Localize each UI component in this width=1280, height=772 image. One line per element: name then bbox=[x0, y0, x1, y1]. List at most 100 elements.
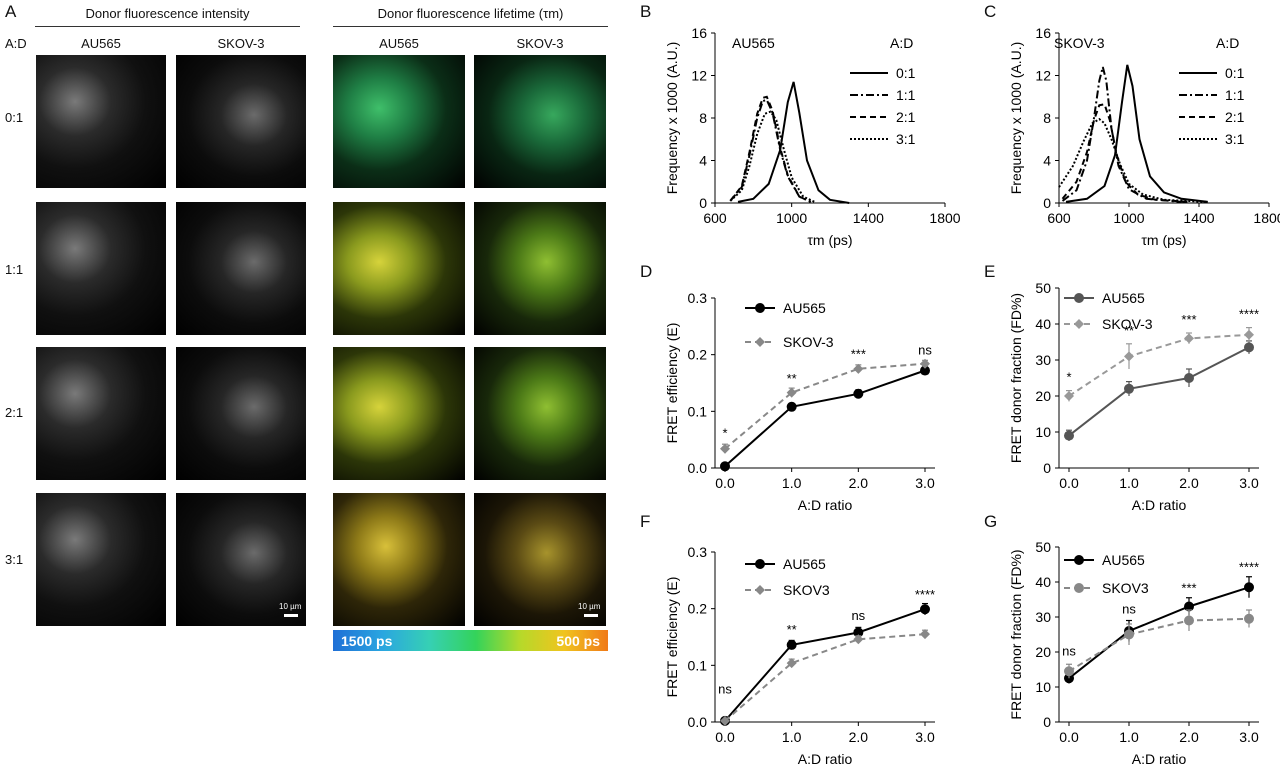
chart-b-series-3-line bbox=[729, 110, 816, 203]
chart-g-point bbox=[1184, 601, 1194, 612]
chart-f-point bbox=[786, 639, 797, 650]
chart-g-point bbox=[1244, 582, 1254, 593]
chart-b-ytick-label: 12 bbox=[691, 68, 707, 84]
panel-a-label: A bbox=[5, 2, 17, 21]
chart-g-series-0-line bbox=[1068, 586, 1250, 680]
chart-d-point bbox=[720, 443, 730, 454]
chart-f-point bbox=[720, 715, 730, 726]
chart-g-xtick-label: 3.0 bbox=[1239, 729, 1259, 745]
chart-e-xtick-label: 1.0 bbox=[1119, 475, 1139, 491]
chart-c-legend-label: 1:1 bbox=[1225, 87, 1245, 103]
lifetime-header-rule bbox=[333, 26, 608, 27]
chart-g-series-1-line bbox=[1068, 617, 1250, 673]
chart-c-xtick-label: 600 bbox=[1047, 210, 1071, 226]
chart-b-legend-label: 1:1 bbox=[896, 87, 916, 103]
col-au565-lifetime: AU565 bbox=[379, 36, 419, 51]
micrograph-au565-intensity-0-1 bbox=[36, 55, 166, 188]
chart-d-point bbox=[853, 363, 864, 374]
chart-g-legend-marker bbox=[1074, 583, 1084, 593]
colorbar-right-label: 500 ps bbox=[556, 633, 600, 649]
micrograph-skov3-lifetime-1-1 bbox=[474, 202, 606, 335]
chart-b-xtick-label: 1400 bbox=[853, 210, 884, 226]
chart-f-series-1-line bbox=[724, 633, 926, 722]
chart-f-point bbox=[786, 658, 797, 669]
chart-g-ytick-label: 10 bbox=[1035, 679, 1051, 695]
chart-g-point bbox=[1244, 613, 1254, 624]
chart-f-annotation: ns bbox=[851, 608, 865, 623]
chart-f-legend-label: SKOV3 bbox=[783, 582, 830, 598]
chart-f-ytick-label: 0.3 bbox=[688, 544, 708, 560]
chart-e-ylabel: FRET donor fraction (FD%) bbox=[1008, 293, 1024, 463]
chart-e-series-1-line bbox=[1068, 333, 1250, 397]
chart-c: 0 4 8 12 16 600 1000 1400 1800 τm (ps) Frequency x… bbox=[1008, 25, 1280, 248]
chart-d-ytick-label: 0.3 bbox=[688, 290, 708, 306]
chart-e-annotation: **** bbox=[1239, 307, 1259, 322]
chart-e-point bbox=[1184, 373, 1194, 383]
chart-b-series-0-line bbox=[737, 81, 850, 204]
micrograph-skov3-intensity-0-1 bbox=[176, 55, 306, 188]
chart-e-xlabel: A:D ratio bbox=[1132, 497, 1187, 510]
chart-c-ytick-label: 4 bbox=[1043, 153, 1051, 169]
row-label-2-1: 2:1 bbox=[5, 405, 24, 420]
chart-e-point bbox=[1244, 342, 1254, 353]
chart-g-ytick-label: 20 bbox=[1035, 644, 1051, 660]
chart-f-point bbox=[853, 634, 864, 645]
micrograph-au565-lifetime-2-1 bbox=[333, 347, 465, 480]
chart-b-xtick-label: 1800 bbox=[929, 210, 960, 226]
chart-g-annotation: **** bbox=[1239, 560, 1259, 575]
chart-g-xlabel: A:D ratio bbox=[1132, 751, 1187, 767]
chart-g-annotation: ns bbox=[1122, 602, 1136, 617]
chart-c-legend-label: 2:1 bbox=[1225, 109, 1245, 125]
chart-g-xtick-label: 1.0 bbox=[1119, 729, 1139, 745]
chart-f-ylabel: FRET efficiency (E) bbox=[664, 577, 680, 698]
chart-d-legend-marker bbox=[755, 337, 765, 347]
chart-b-xtick-label: 1000 bbox=[776, 210, 807, 226]
chart-e-point bbox=[1064, 391, 1074, 401]
micrograph-skov3-lifetime-2-1 bbox=[474, 347, 606, 480]
chart-f: 0.0 0.1 0.2 0.3 0.0 1.0 2.0 3.0 A:D ratio FRET ef… bbox=[664, 544, 935, 767]
col-skov3-intensity: SKOV-3 bbox=[217, 36, 265, 51]
chart-d: 0.0 0.1 0.2 0.3 0.0 1.0 2.0 3.0 A:D ratio FRET ef… bbox=[664, 290, 935, 510]
colorbar-left-label: 1500 ps bbox=[341, 633, 393, 649]
chart-e-point bbox=[1064, 430, 1074, 441]
chart-f-xlabel: A:D ratio bbox=[798, 751, 853, 767]
chart-g-ytick-label: 50 bbox=[1035, 539, 1051, 555]
chart-d-point bbox=[786, 387, 797, 398]
chart-b-xlabel: τm (ps) bbox=[807, 232, 852, 248]
micrograph-au565-lifetime-0-1 bbox=[333, 55, 465, 188]
chart-d-annotation: *** bbox=[851, 347, 866, 362]
chart-g-annotation: ns bbox=[1062, 644, 1076, 659]
scale-bar-text-lifetime: 10 µm bbox=[578, 602, 601, 611]
micrograph-au565-intensity-1-1 bbox=[36, 202, 166, 335]
chart-f-xtick-label: 3.0 bbox=[915, 729, 935, 745]
chart-e-xtick-label: 0.0 bbox=[1059, 475, 1079, 491]
chart-e-series-0-line bbox=[1068, 346, 1250, 437]
chart-e-ytick-label: 20 bbox=[1035, 388, 1051, 404]
chart-d-xtick-label: 2.0 bbox=[849, 475, 869, 491]
chart-f-xtick-label: 2.0 bbox=[849, 729, 869, 745]
chart-c-ytick-label: 0 bbox=[1043, 195, 1051, 211]
chart-c-series-1-line bbox=[1061, 66, 1182, 203]
chart-d-xtick-label: 0.0 bbox=[715, 475, 735, 491]
chart-f-legend-label: AU565 bbox=[783, 556, 826, 572]
chart-e-ytick-label: 0 bbox=[1043, 460, 1051, 476]
micrograph-skov3-intensity-2-1 bbox=[176, 347, 306, 480]
chart-d-annotation: ** bbox=[787, 371, 797, 386]
chart-e: 0 10 20 30 40 50 0.0 1.0 2.0 3.0 A:D ratio FRET don… bbox=[1008, 280, 1259, 510]
chart-e-xtick-label: 3.0 bbox=[1239, 475, 1259, 491]
row-label-3-1: 3:1 bbox=[5, 552, 24, 567]
chart-c-series-0-line bbox=[1065, 64, 1208, 203]
chart-b-ytick-label: 16 bbox=[691, 25, 707, 41]
chart-g-ylabel: FRET donor fraction (FD%) bbox=[1008, 549, 1024, 719]
chart-b-legend-label: 3:1 bbox=[896, 131, 916, 147]
chart-d-legend-label: AU565 bbox=[783, 300, 826, 316]
chart-g-legend-marker bbox=[1074, 555, 1084, 565]
chart-e-legend-marker bbox=[1074, 293, 1084, 303]
chart-g-xtick-label: 0.0 bbox=[1059, 729, 1079, 745]
chart-c-xtick-label: 1800 bbox=[1253, 210, 1280, 226]
chart-d-series-1-line bbox=[724, 362, 926, 450]
chart-b-legend-label: 0:1 bbox=[896, 65, 916, 81]
chart-c-ytick-label: 8 bbox=[1043, 110, 1051, 126]
panel-d-label: D bbox=[640, 262, 653, 281]
chart-c-legend-title: A:D bbox=[1216, 35, 1239, 51]
